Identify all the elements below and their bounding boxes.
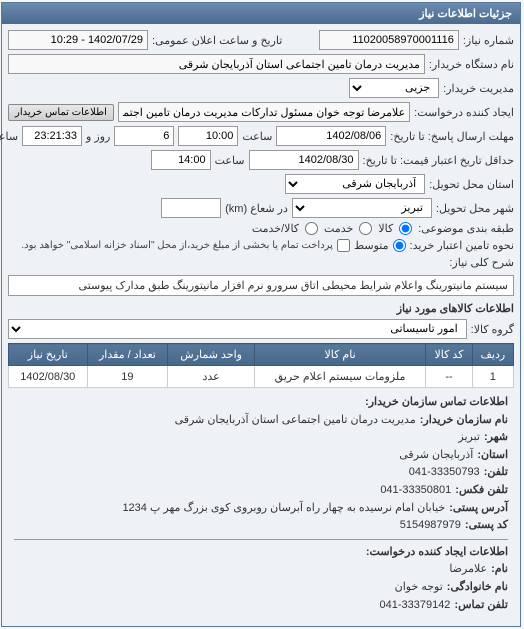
col-code: کد کالا xyxy=(427,344,474,366)
day-and-label: روز و xyxy=(87,130,111,143)
org-name-label: نام سازمان خریدار: xyxy=(421,412,509,430)
col-row: ردیف xyxy=(473,344,514,366)
province-select[interactable]: آذربایجان شرقی xyxy=(286,174,426,194)
desc-field: سیستم مانیتورینگ واعلام شرایط محیطی اتاق… xyxy=(9,275,515,296)
city-select[interactable]: تبریز xyxy=(293,198,433,218)
org-name-value: مدیریت درمان تامین اجتماعی استان آذربایج… xyxy=(176,412,417,430)
col-unit: واحد شمارش xyxy=(169,344,256,366)
goods-group-select[interactable]: امور تاسیساتی xyxy=(9,319,468,339)
goods-group-label: گروه کالا: xyxy=(472,323,515,336)
validity-label: حداقل تاریخ اعتبار قیمت: تا تاریخ: xyxy=(364,154,515,167)
contact-buyer-header: اطلاعات تماس سازمان خریدار: xyxy=(15,394,509,412)
supply-note: پرداخت تمام یا بخشی از مبلغ خرید،از محل … xyxy=(22,240,334,251)
category-radio-group: کالا خدمت کالا/خدمت xyxy=(253,222,415,235)
reply-deadline-label: مهلت ارسال پاسخ: تا تاریخ: xyxy=(391,130,515,143)
province-contact-value: آذربایجان شرقی xyxy=(400,447,474,465)
service-radio[interactable] xyxy=(360,222,373,235)
col-date: تاریخ نیاز xyxy=(10,344,89,366)
cell-qty: 19 xyxy=(88,366,169,388)
announce-dt-field xyxy=(9,30,149,50)
requester-field xyxy=(119,102,411,122)
reply-time-field[interactable] xyxy=(179,126,239,146)
requester-label: ایجاد کننده درخواست: xyxy=(415,106,515,119)
addr-label: آدرس پستی: xyxy=(450,500,509,518)
need-no-label: شماره نیاز: xyxy=(464,34,515,47)
buyer-org-field xyxy=(9,54,426,74)
both-radio[interactable] xyxy=(306,222,319,235)
req-phone-value: 041-33379142 xyxy=(380,597,451,615)
supply-medium-label: متوسط xyxy=(355,239,390,252)
city-contact-value: تبریز xyxy=(459,429,481,447)
req-family-value: توجه خوان xyxy=(396,579,444,597)
validity-date-field[interactable] xyxy=(250,150,360,170)
postal-value: 5154987979 xyxy=(401,517,462,535)
goods-radio-label: کالا xyxy=(379,222,394,235)
phone-label: تلفن: xyxy=(485,464,509,482)
need-no-field xyxy=(320,30,460,50)
supply-medium-radio[interactable] xyxy=(394,239,407,252)
supply-note-check[interactable] xyxy=(338,239,351,252)
panel-title: جزئیات اطلاعات نیاز xyxy=(3,3,521,24)
form-area: شماره نیاز: تاریخ و ساعت اعلان عمومی: نا… xyxy=(3,24,521,626)
fax-label: تلفن فکس: xyxy=(456,482,509,500)
need-details-panel: جزئیات اطلاعات نیاز شماره نیاز: تاریخ و … xyxy=(2,2,522,627)
city-label: شهر محل تحویل: xyxy=(437,202,515,215)
contact-info-button[interactable]: اطلاعات تماس خریدار xyxy=(9,104,115,121)
service-radio-label: خدمت xyxy=(325,222,354,235)
buyer-mgmt-label: مدیریت خریدار: xyxy=(444,82,515,95)
col-name: نام کالا xyxy=(255,344,426,366)
table-header-row: ردیف کد کالا نام کالا واحد شمارش تعداد /… xyxy=(10,344,515,366)
req-family-label: نام خانوادگی: xyxy=(448,579,509,597)
province-label: استان محل تحویل: xyxy=(430,178,515,191)
radius-field[interactable] xyxy=(162,198,222,218)
col-qty: تعداد / مقدار xyxy=(88,344,169,366)
requester-header: اطلاعات ایجاد کننده درخواست: xyxy=(15,539,509,562)
supply-type-label: نحوه تامین اعتبار خرید: xyxy=(411,239,515,252)
req-name-label: نام: xyxy=(492,561,509,579)
table-row[interactable]: 1 -- ملزومات سیستم اعلام حریق عدد 19 140… xyxy=(10,366,515,388)
postal-label: کد پستی: xyxy=(466,517,509,535)
goods-info-title: اطلاعات کالاهای مورد نیاز xyxy=(9,302,515,315)
cell-name: ملزومات سیستم اعلام حریق xyxy=(255,366,426,388)
addr-value: خیابان امام نرسیده به چهار راه آبرسان رو… xyxy=(123,500,446,518)
cell-idx: 1 xyxy=(473,366,514,388)
announce-dt-label: تاریخ و ساعت اعلان عمومی: xyxy=(153,34,283,47)
goods-radio[interactable] xyxy=(400,222,413,235)
validity-time-field[interactable] xyxy=(152,150,212,170)
remain-time-field xyxy=(23,126,83,146)
remain-label: ساعت باقی مانده xyxy=(0,130,19,143)
province-contact-label: استان: xyxy=(478,447,509,465)
cell-code: -- xyxy=(427,366,474,388)
buyer-org-label: نام دستگاه خریدار: xyxy=(430,58,515,71)
fax-value: 041-33350801 xyxy=(381,482,452,500)
both-radio-label: کالا/خدمت xyxy=(253,222,300,235)
cell-unit: عدد xyxy=(169,366,256,388)
phone-value: 041-33350793 xyxy=(410,464,481,482)
reply-date-field[interactable] xyxy=(277,126,387,146)
hour-label-1: ساعت xyxy=(243,130,273,143)
category-label: طبقه بندی موضوعی: xyxy=(419,222,515,235)
req-phone-label: تلفن تماس: xyxy=(455,597,509,615)
buyer-mgmt-select[interactable]: جزیی xyxy=(350,78,440,98)
city-contact-label: شهر: xyxy=(485,429,509,447)
remain-days-field xyxy=(115,126,175,146)
items-table: ردیف کد کالا نام کالا واحد شمارش تعداد /… xyxy=(9,343,515,388)
cell-date: 1402/08/30 xyxy=(10,366,89,388)
desc-label: شرح کلی نیاز: xyxy=(9,256,515,269)
contact-block: اطلاعات تماس سازمان خریدار: نام سازمان خ… xyxy=(9,388,515,620)
hour-label-2: ساعت xyxy=(216,154,246,167)
radius-label: در شعاع (km) xyxy=(226,202,289,215)
req-name-value: علامرضا xyxy=(450,561,488,579)
